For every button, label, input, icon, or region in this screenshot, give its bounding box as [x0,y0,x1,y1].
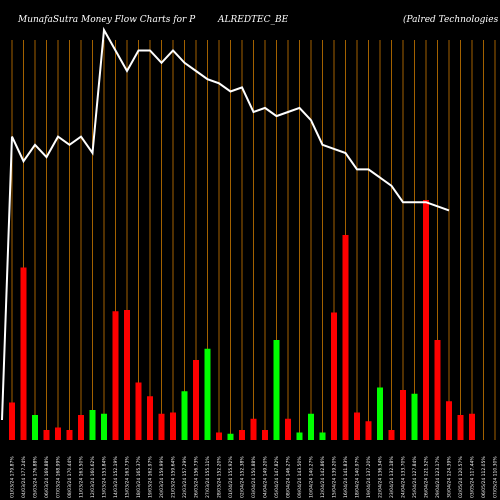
x-tick-label: 23/04/24 132.18% [389,456,395,498]
volume-bar [411,393,418,440]
x-tick-label: 06/05/24 112.05% [481,456,487,498]
x-tick-label: 19/04/24 137.20% [366,456,372,498]
x-tick-labels: 01/03/24 179.87% 04/03/24 177.24% 05/03/24… [10,456,499,498]
x-tick-label: 15/04/24 139.20% [332,456,338,498]
volume-bar [32,415,38,440]
x-tick-label: 12/04/24 142.86% [320,456,326,498]
volume-bar [147,396,153,440]
x-tick-label: 22/03/24 157.29% [182,456,188,498]
x-tick-label: 27/03/24 155.11% [205,456,211,498]
volume-bar [457,415,464,440]
x-tick-label: 16/04/24 141.83% [343,456,349,498]
x-tick-label: 01/03/24 179.87% [10,456,16,498]
volume-bar [9,402,15,440]
x-tick-label: 19/03/24 162.97% [148,456,154,498]
volume-bar [423,200,429,440]
x-tick-label: 05/03/24 176.88% [33,456,39,498]
volume-bar [124,310,130,440]
volume-bar [365,421,372,440]
x-tick-label: 03/04/24 150.88% [251,456,257,498]
volume-bar [308,413,314,440]
x-tick-label: 06/03/24 169.88% [44,456,50,498]
x-tick-label: 25/04/24 127.84% [412,456,418,498]
volume-bar [273,340,280,440]
x-tick-label: 03/05/24 117.44% [470,456,476,498]
volume-bar [135,382,142,440]
x-tick-label: 21/03/24 159.64% [171,456,177,498]
x-tick-label: 07/05/24 110.30% [493,456,499,498]
volume-bar [89,410,96,440]
chart-title-left: MunafaSutra Money Flow Charts for P [17,15,196,25]
x-tick-label: 02/04/24 152.38% [240,456,246,498]
volume-bar [204,348,211,440]
x-tick-label: 02/05/24 120.57% [458,456,464,498]
x-tick-label: 11/03/24 163.50% [79,456,85,498]
volume-bar [434,340,441,440]
volume-bar [296,432,303,440]
x-tick-label: 29/04/24 123.17% [435,456,441,498]
x-tick-label: 05/04/24 147.82% [274,456,280,498]
x-tick-label: 30/04/24 124.39% [447,456,453,498]
x-tick-label: 28/03/24 152.20% [217,456,223,498]
volume-bar [239,430,245,440]
volume-bars [9,200,475,440]
volume-bar [181,391,188,440]
volume-bar [377,387,383,440]
x-tick-label: 18/04/24 140.97% [355,456,361,498]
volume-bar [20,267,27,440]
x-tick-label: 09/04/24 143.50% [297,456,303,498]
volume-bar [170,412,176,440]
volume-bar [193,360,199,440]
volume-bar [78,415,84,440]
volume-bar [319,432,326,440]
chart-title-right: (Palred Technologies Ltd) M [403,14,500,25]
x-tick-label: 08/03/24 170.44% [67,456,73,498]
volume-bar [388,430,395,440]
volume-bar [342,235,349,440]
volume-bar [101,413,107,440]
x-tick-label: 14/03/24 152.19% [113,456,119,498]
volume-bar [55,427,61,440]
volume-bar [354,412,360,440]
x-tick-label: 22/04/24 136.34% [378,456,384,498]
x-tick-label: 10/04/24 140.27% [309,456,315,498]
x-tick-label: 26/03/24 156.73% [194,456,200,498]
volume-bar [66,430,73,440]
x-tick-label: 24/04/24 133.70% [401,456,407,498]
volume-bar [400,390,406,440]
x-tick-label: 07/03/24 168.99% [56,456,62,498]
x-tick-label: 04/04/24 149.20% [263,456,269,498]
volume-bar [216,432,222,440]
x-tick-label: 18/03/24 165.37% [136,456,142,498]
chart-title-middle: ALREDTEC_BE [217,15,289,25]
volume-bar [262,430,268,440]
volume-bar [331,312,337,440]
price-line [1,26,450,421]
x-tick-label: 12/03/24 160.62% [90,456,96,498]
volume-bar [227,433,234,440]
x-tick-label: 04/03/24 177.24% [21,456,27,498]
volume-bar [285,418,291,440]
x-tick-label: 20/03/24 159.99% [159,456,165,498]
x-tick-label: 01/04/24 155.92% [228,456,234,498]
x-tick-label: 26/04/24 121.52% [424,456,430,498]
x-tick-label: 15/03/24 163.73% [125,456,131,498]
volume-bar [158,413,165,440]
volume-bar [250,418,257,440]
x-tick-label: 08/04/24 146.27% [286,456,292,498]
volume-bar [112,311,119,440]
x-tick-label: 13/03/24 153.84% [102,456,108,498]
volume-bar [469,413,475,440]
volume-bar [446,401,452,440]
volume-bar [43,430,50,440]
